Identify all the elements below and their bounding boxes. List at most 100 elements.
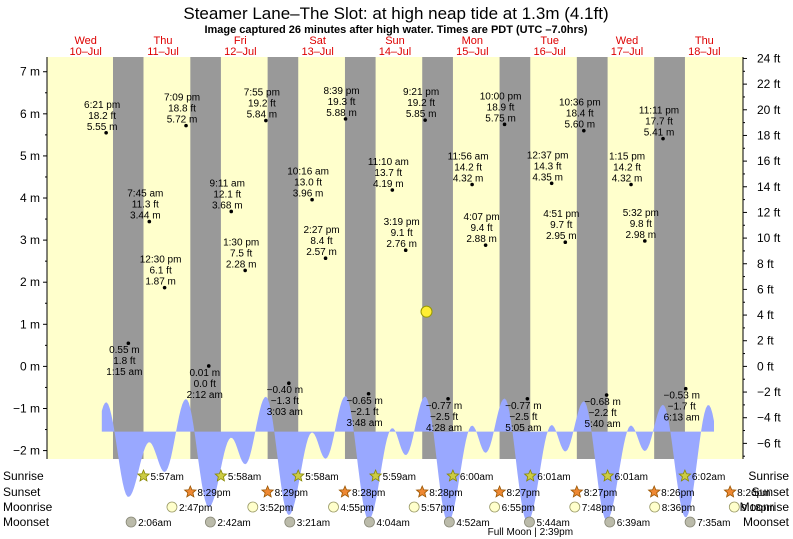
tide-height-m-label: 2.57 m (306, 247, 337, 258)
day-labels-layer: Wed10–JulThu11–JulFri12–JulSat13–JulSun1… (69, 35, 720, 58)
tide-time-label: 8:39 pm (323, 86, 359, 97)
tide-point (390, 188, 395, 192)
tide-point (206, 364, 211, 368)
tide-point (243, 268, 247, 273)
tide-point (502, 122, 507, 127)
tide-time-label: 1:15 am (106, 367, 142, 378)
left-axis-tick-label: −2 m (13, 444, 40, 458)
right-axis-tick-label: 24 ft (757, 51, 781, 65)
sunset-time-label: 8:29pm (275, 488, 308, 499)
tide-height-ft-label: 0.0 ft (194, 379, 216, 390)
tide-height-ft-label: 14.2 ft (613, 163, 641, 174)
tide-height-ft-label: 13.0 ft (294, 178, 322, 189)
tide-height-m-label: 4.32 m (453, 174, 484, 185)
sunrise-icon (600, 468, 615, 482)
tide-time-label: 4:51 pm (543, 209, 579, 220)
tide-height-m-label: 5.88 m (326, 108, 357, 119)
day-date-label: 15–Jul (456, 46, 488, 58)
tide-time-label: 5:32 pm (623, 208, 659, 219)
tide-time-label: 1:15 pm (609, 152, 645, 163)
left-axis-tick-label: 5 m (20, 149, 40, 163)
tide-height-m-label: 5.55 m (87, 122, 118, 133)
tide-height-ft-label: 18.4 ft (566, 109, 594, 120)
sunset-icon (338, 484, 352, 498)
moonset-icon (125, 516, 137, 528)
tide-height-m-label: 4.19 m (373, 179, 404, 190)
night-band (654, 57, 685, 459)
tide-height-ft-label: 9.7 ft (550, 220, 572, 231)
tide-time-label: 4:28 am (426, 423, 462, 434)
tide-height-ft-label: 9.8 ft (630, 219, 652, 230)
sunset-time-label: 8:28pm (352, 488, 385, 499)
day-name-label: Sun (385, 35, 405, 47)
night-band (344, 57, 376, 459)
sunrise-icon (523, 468, 538, 482)
moonset-time-label: 4:52am (456, 518, 489, 529)
night-band (112, 57, 144, 459)
tide-height-m-label: 5.75 m (485, 113, 516, 124)
tide-time-label: 9:11 am (210, 178, 245, 189)
tide-height-m-label: −0.77 m (505, 401, 541, 412)
day-name-label: Thu (695, 35, 714, 47)
sunset-icon (570, 484, 584, 498)
tide-height-m-label: 5.41 m (644, 128, 675, 139)
sunrise-icon (368, 468, 383, 482)
moonset-icon (443, 516, 455, 528)
tide-height-m-label: 3.68 m (212, 200, 243, 211)
tide-time-label: 1:30 pm (223, 237, 259, 248)
right-axis-tick-label: 4 ft (757, 308, 774, 322)
tide-point (343, 117, 348, 121)
moonset-time-label: 4:04am (376, 518, 409, 529)
moonrise-row-label-left: Moonrise (3, 500, 53, 514)
tide-height-ft-label: 19.3 ft (328, 97, 356, 108)
tide-height-ft-label: 14.3 ft (534, 161, 562, 172)
moonset-icon (284, 516, 296, 528)
right-axis-tick-label: 20 ft (757, 103, 781, 117)
moonset-row-label-right: Moonset (743, 515, 790, 529)
right-axis-tick-label: −2 ft (757, 385, 781, 399)
left-axis-tick-label: 4 m (20, 191, 40, 205)
sunrise-icon (446, 468, 460, 482)
tide-height-m-label: 1.87 m (145, 277, 176, 288)
tide-time-label: 10:36 pm (559, 98, 601, 109)
tide-height-ft-label: 14.2 ft (454, 163, 482, 174)
tide-height-m-label: 3.44 m (130, 211, 161, 222)
tide-time-label: 12:37 pm (527, 150, 569, 161)
sunrise-time-label: 5:58am (305, 472, 338, 483)
sunset-row-label-right: Sunset (752, 485, 790, 499)
tide-time-label: 3:03 am (267, 407, 303, 418)
tide-time-label: 10:00 pm (480, 91, 522, 102)
day-date-label: 11–Jul (147, 46, 179, 58)
day-date-label: 16–Jul (533, 46, 565, 58)
moonrise-row-label-right: Moonrise (740, 500, 790, 514)
tide-point (162, 285, 167, 290)
tide-time-label: 12:30 pm (140, 255, 182, 266)
tide-height-m-label: 5.60 m (565, 120, 596, 131)
tide-point (287, 381, 291, 386)
header-layer: Steamer Lane–The Slot: at high neap tide… (183, 4, 608, 36)
tide-height-m-label: 5.72 m (167, 115, 198, 126)
tide-height-m-label: 0.01 m (189, 368, 220, 379)
moonrise-time-label: 4:55pm (341, 503, 374, 514)
tide-time-label: 5:40 am (585, 419, 621, 430)
sunrise-icon (214, 468, 228, 482)
tide-time-label: 2:12 am (187, 390, 223, 401)
moonrise-icon (649, 501, 661, 513)
moonset-icon (524, 516, 535, 528)
tide-height-m-label: 4.35 m (532, 172, 563, 183)
day-name-label: Sat (309, 35, 326, 47)
sunset-icon (492, 484, 507, 498)
tide-height-ft-label: 17.7 ft (645, 117, 673, 128)
tide-time-label: 11:56 am (448, 152, 489, 163)
tide-height-m-label: 2.88 m (466, 234, 497, 245)
tide-point (423, 118, 427, 122)
tide-height-m-label: −0.65 m (346, 396, 382, 407)
sunrise-time-label: 6:01am (615, 472, 648, 483)
tide-height-ft-label: 13.7 ft (374, 168, 402, 179)
tide-point (582, 128, 586, 133)
right-axis-tick-label: 14 ft (757, 180, 781, 194)
moonset-icon (364, 516, 375, 528)
tide-time-label: 10:16 am (287, 167, 329, 178)
day-name-label: Mon (462, 35, 483, 47)
